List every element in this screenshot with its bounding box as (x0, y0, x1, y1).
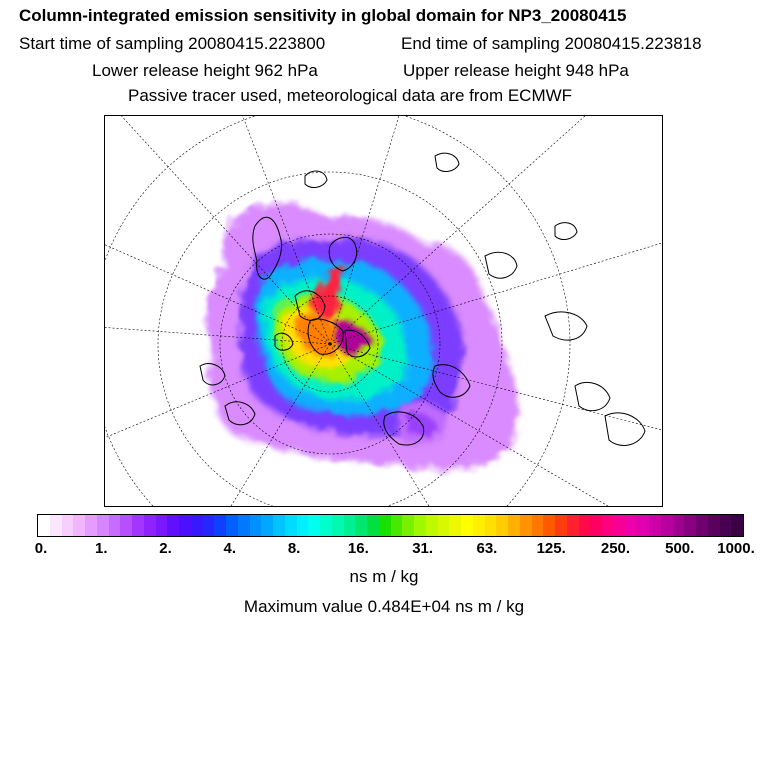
colorbar-tick-label: 31. (412, 540, 434, 557)
colorbar-cell (49, 515, 62, 536)
upper-release-label: Upper release height 948 hPa (403, 61, 629, 80)
map-canvas (105, 116, 662, 506)
colorbar-cell (472, 515, 485, 536)
colorbar-tick-label: 0. (34, 540, 48, 557)
colorbar-cell (637, 515, 649, 536)
colorbar-tick-label: 125. (536, 540, 566, 557)
colorbar-cell (343, 515, 356, 536)
colorbar-cell (696, 515, 708, 536)
colorbar-cell (202, 515, 215, 536)
colorbar-cell (684, 515, 696, 536)
tracer-note: Passive tracer used, meteorological data… (128, 86, 573, 105)
colorbar-cell (143, 515, 156, 536)
colorbar-cell (308, 515, 320, 536)
colorbar-cell (155, 515, 168, 536)
colorbar-cell (214, 515, 226, 536)
colorbar-cell (531, 515, 544, 536)
colorbar-tick-label: 2. (159, 540, 172, 557)
colorbar-cell (602, 515, 614, 536)
colorbar-cell (613, 515, 626, 536)
colorbar-cell (273, 515, 285, 536)
coastlines (199, 152, 646, 446)
colorbar-cell (167, 515, 179, 536)
colorbar-tick-label: 8. (287, 540, 301, 557)
colorbar-cell (519, 515, 532, 536)
colorbar-cell (96, 515, 109, 536)
lower-release-label: Lower release height 962 hPa (92, 61, 318, 80)
colorbar-tick-label: 63. (476, 540, 498, 557)
colorbar-cell (578, 515, 591, 536)
colorbar-cell (461, 515, 473, 536)
colorbar-cell (437, 515, 450, 536)
colorbar-cell (237, 515, 250, 536)
colorbar-cell (179, 515, 191, 536)
colorbar-cell (108, 515, 121, 536)
colorbar-cell (132, 515, 144, 536)
colorbar-cell (367, 515, 379, 536)
colorbar-cell (543, 515, 555, 536)
colorbar-cell (425, 515, 438, 536)
colorbar-cell (496, 515, 508, 536)
colorbar-cell (660, 515, 673, 536)
colorbar-cell (85, 515, 97, 536)
colorbar-cell (555, 515, 567, 536)
colorbar-tick-label: 16. (347, 540, 369, 557)
colorbar-cell (719, 515, 732, 536)
colorbar-cell (120, 515, 132, 536)
colorbar-cell (296, 515, 309, 536)
colorbar-cell (484, 515, 497, 536)
colorbar-cell (625, 515, 638, 536)
colorbar-cell (590, 515, 602, 536)
colorbar-tick-label: 1. (95, 540, 108, 557)
colorbar-cell (226, 515, 238, 536)
colorbar-cell (707, 515, 720, 536)
colorbar-cell (731, 515, 743, 536)
colorbar-cell (355, 515, 367, 536)
polar-map (104, 115, 663, 507)
maximum-value-label: Maximum value 0.484E+04 ns m / kg (243, 597, 525, 616)
colorbar-tick-label: 1000. (717, 540, 755, 557)
colorbar-cell (566, 515, 579, 536)
end-time-label: End time of sampling 20080415.223818 (401, 34, 702, 53)
colorbar-cell (261, 515, 273, 536)
colorbar-cell (390, 515, 403, 536)
colorbar-tick-label: 4. (223, 540, 237, 557)
colorbar-cell (73, 515, 85, 536)
colorbar (37, 514, 744, 537)
colorbar-cell (508, 515, 520, 536)
colorbar-cell (61, 515, 74, 536)
colorbar-cell (649, 515, 661, 536)
colorbar-cell (402, 515, 414, 536)
colorbar-cell (672, 515, 685, 536)
graticule (105, 116, 662, 506)
start-time-label: Start time of sampling 20080415.223800 (19, 34, 326, 53)
colorbar-cell (249, 515, 262, 536)
colorbar-tick-label: 250. (600, 540, 631, 557)
colorbar-cell (320, 515, 332, 536)
colorbar-cell (331, 515, 344, 536)
colorbar-cell (190, 515, 203, 536)
colorbar-tick-label: 500. (665, 540, 695, 557)
colorbar-cell (414, 515, 426, 536)
colorbar-cell (284, 515, 297, 536)
sensitivity-field (206, 202, 519, 469)
colorbar-unit-label: ns m / kg (349, 567, 419, 586)
colorbar-cell (449, 515, 461, 536)
colorbar-cell (378, 515, 391, 536)
colorbar-cell (38, 515, 50, 536)
map-title: Column-integrated emission sensitivity i… (19, 6, 627, 25)
